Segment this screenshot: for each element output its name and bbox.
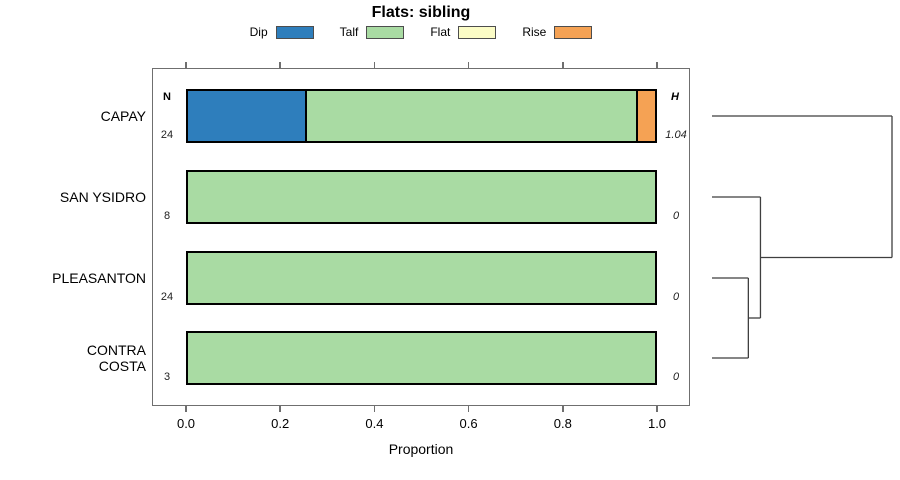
h-column-header: H [671, 91, 679, 103]
x-axis-bottom-tick [562, 406, 564, 412]
legend-swatch-dip [275, 25, 314, 39]
legend-item-dip: Dip [250, 25, 314, 39]
legend-label-dip: Dip [249, 25, 268, 39]
legend-label-flat: Flat [430, 25, 451, 39]
x-axis-top-tick [562, 62, 564, 68]
plot-box [152, 68, 690, 406]
bar-segment-contra-costa-talf [188, 333, 655, 383]
x-tick-label-0.0: 0.0 [176, 416, 196, 431]
bar-segment-capay-rise [635, 91, 655, 141]
row-label-contra-costa: CONTRA COSTA [86, 342, 146, 374]
row-label-pleasanton: PLEASANTON [52, 270, 146, 286]
x-tick-label-0.4: 0.4 [365, 416, 384, 431]
x-tick-label-0.8: 0.8 [553, 416, 572, 431]
n-value-pleasanton: 24 [160, 291, 174, 303]
x-axis-top-tick [467, 62, 470, 68]
x-axis-top-tick [279, 62, 281, 68]
row-label-san-ysidro: SAN YSIDRO [59, 189, 146, 205]
bar-segment-capay-dip [188, 91, 305, 141]
legend-swatch-flat [458, 25, 497, 39]
x-axis-bottom-tick [467, 406, 470, 412]
legend-label-rise: Rise [522, 25, 547, 39]
legend: Dip Talf Flat Rise [152, 25, 690, 39]
bar-segment-san-ysidro-talf [188, 172, 655, 222]
chart-title: Flats: sibling [371, 4, 471, 21]
x-tick-label-0.2: 0.2 [271, 416, 290, 431]
bar-pleasanton [186, 251, 657, 305]
legend-item-flat: Flat [430, 25, 497, 39]
h-value-contra-costa: 0 [672, 371, 680, 383]
bar-segment-capay-talf [304, 91, 636, 141]
n-value-san-ysidro: 8 [163, 210, 171, 222]
legend-label-talf: Talf [339, 25, 359, 39]
legend-item-talf: Talf [340, 25, 405, 39]
bar-contra-costa [186, 331, 657, 385]
x-axis-bottom-tick [279, 406, 281, 412]
legend-item-rise: Rise [522, 25, 593, 39]
h-value-san-ysidro: 0 [672, 210, 680, 222]
x-tick-label-0.6: 0.6 [459, 416, 478, 431]
h-value-capay: 1.04 [665, 129, 687, 141]
x-axis-bottom-tick [185, 406, 187, 412]
x-axis-top-tick [656, 62, 658, 68]
h-value-pleasanton: 0 [672, 291, 680, 303]
bar-san-ysidro [186, 170, 657, 224]
row-label-capay: CAPAY [100, 108, 146, 124]
legend-swatch-talf [366, 25, 405, 39]
x-tick-label-1.0: 1.0 [647, 416, 667, 431]
bar-capay [186, 89, 657, 143]
n-value-capay: 24 [160, 129, 174, 141]
x-axis-bottom-tick [373, 406, 376, 412]
x-axis-top-tick [185, 62, 187, 68]
n-value-contra-costa: 3 [163, 371, 171, 383]
n-column-header: N [163, 91, 171, 103]
legend-swatch-rise [554, 25, 593, 39]
x-axis-bottom-tick [656, 406, 658, 412]
x-axis-label: Proportion [388, 441, 454, 457]
x-axis-top-tick [373, 62, 376, 68]
bar-segment-pleasanton-talf [188, 253, 655, 303]
